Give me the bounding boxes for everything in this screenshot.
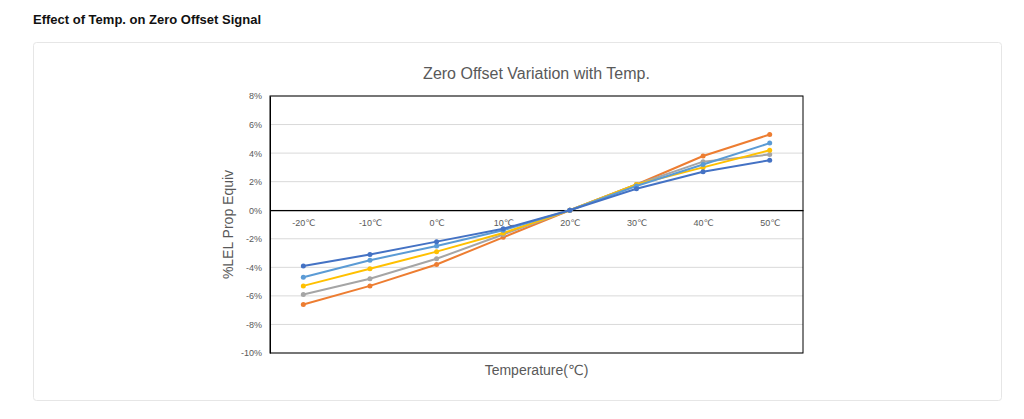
series-marker [367,252,372,257]
series-marker [567,208,572,213]
y-tick: 6% [249,120,270,130]
series-marker [434,256,439,261]
y-tick: 8% [249,91,270,101]
x-tick: 10℃ [494,210,514,227]
series-marker [367,266,372,271]
y-tick: 2% [249,177,270,187]
y-axis-line [270,97,271,354]
x-tick: -10℃ [359,210,382,227]
y-tick: -10% [241,348,270,358]
series-marker [701,162,706,167]
x-tick: -20℃ [292,210,315,227]
series-markers [301,132,772,307]
x-tick: 0℃ [430,210,445,227]
x-tick-label: 30℃ [627,218,647,228]
series-marker [367,258,372,263]
x-tick: 40℃ [694,210,714,227]
y-tick-label: -10% [241,348,262,358]
series-marker [434,249,439,254]
x-tick-label: -20℃ [292,218,315,228]
grid-line [270,238,803,239]
y-tick-label: -4% [246,263,262,273]
series-line [303,143,769,277]
series-marker [301,292,306,297]
y-tick-label: 4% [249,148,262,158]
series-marker [567,208,572,213]
y-axis: -10% -8% -6% -4% -2% 0% 2% 4% 6% 8% [241,91,271,358]
y-tick-label: 8% [249,91,262,101]
series-marker [301,263,306,268]
series-marker [767,132,772,137]
x-tick-label: 50℃ [760,218,780,228]
page: Effect of Temp. on Zero Offset Signal Zer… [0,0,1024,419]
chart-title: Zero Offset Variation with Temp. [423,65,650,82]
grid-line [270,124,803,125]
series-marker [434,262,439,267]
grid-line [270,324,803,325]
series-marker [301,283,306,288]
x-axis-title: Temperature(℃) [485,362,589,378]
x-tick-label: -10℃ [359,218,382,228]
x-tick-label: 0℃ [430,218,445,228]
series-marker [767,152,772,157]
series-markers [301,148,772,289]
series-marker [301,302,306,307]
plot-frame [270,96,803,353]
series-marker [634,186,639,191]
y-tick: 0% [249,206,270,216]
series-markers [301,141,772,280]
series-markers [301,152,772,297]
series-marker [701,153,706,158]
grid-line [270,181,803,182]
series-marker [567,208,572,213]
series-line [303,150,769,286]
y-tick: -2% [246,234,270,244]
y-tick-label: -6% [246,291,262,301]
series-line [303,135,769,305]
card [34,43,1002,401]
x-tick: 50℃ [760,210,780,227]
grid-line [270,295,803,296]
y-tick-label: -2% [246,234,262,244]
y-tick: 4% [249,148,270,158]
y-tick: -8% [246,320,270,330]
y-tick-label: 0% [249,206,262,216]
series-marker [767,158,772,163]
y-tick: -4% [246,263,270,273]
series-line [303,160,769,266]
series-marker [701,169,706,174]
series-marker [301,275,306,280]
series-marker [567,208,572,213]
x-tick-label: 40℃ [694,218,714,228]
series-marker [434,243,439,248]
series-group [301,132,772,307]
grid-line [270,267,803,268]
grid-line [270,153,803,154]
y-tick-label: 6% [249,120,262,130]
y-tick-label: -8% [246,320,262,330]
x-axis-line [271,210,804,211]
y-axis-title: %LEL Prop Equiv [220,170,236,279]
series-line [303,155,769,295]
series-marker [567,208,572,213]
series-markers [301,158,772,269]
x-tick-label: 20℃ [560,218,580,228]
y-tick-label: 2% [249,177,262,187]
page-heading: Effect of Temp. on Zero Offset Signal [33,12,261,27]
series-marker [767,141,772,146]
grid-line [270,210,803,211]
series-marker [367,276,372,281]
series-marker [434,239,439,244]
series-marker [767,148,772,153]
series-marker [501,226,506,231]
y-tick: -6% [246,291,270,301]
x-tick: 30℃ [627,210,647,227]
grid [270,96,803,353]
series-marker [367,283,372,288]
